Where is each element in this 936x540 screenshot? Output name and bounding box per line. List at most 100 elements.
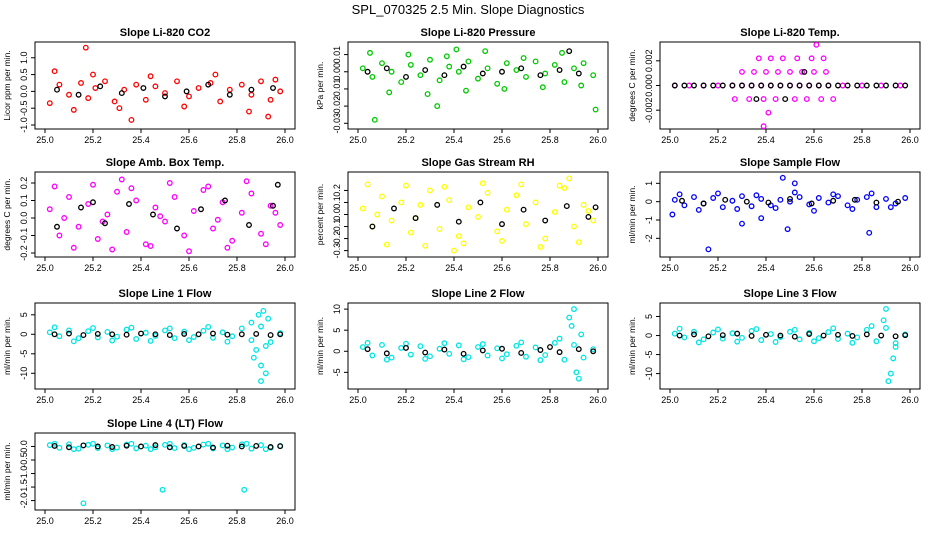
data-point xyxy=(159,486,166,493)
data-point xyxy=(195,85,202,91)
data-point xyxy=(66,444,72,451)
data-point xyxy=(152,204,159,211)
data-point xyxy=(748,82,755,89)
data-point xyxy=(123,442,130,449)
data-point xyxy=(743,198,750,205)
data-point xyxy=(811,338,817,345)
data-point xyxy=(518,65,525,72)
data-point xyxy=(212,71,219,78)
y-tick-label: 0 xyxy=(644,333,654,338)
data-point xyxy=(729,82,736,89)
plot-frame xyxy=(659,171,921,258)
data-point xyxy=(210,330,216,337)
data-point xyxy=(520,206,527,213)
y-tick-label: 0 xyxy=(19,332,29,337)
data-point xyxy=(813,41,820,48)
data-point xyxy=(760,96,767,103)
data-point xyxy=(226,91,233,98)
data-point xyxy=(573,369,580,376)
plot-frame xyxy=(34,171,296,258)
data-point xyxy=(484,65,491,72)
data-point xyxy=(412,215,419,222)
data-point xyxy=(109,446,116,453)
x-tick-label: 25.2 xyxy=(709,395,727,405)
data-point xyxy=(681,202,688,209)
x-tick-label: 25.8 xyxy=(853,263,871,273)
data-point xyxy=(109,444,116,450)
y-tick-label: 0.00 xyxy=(332,63,342,81)
data-point xyxy=(863,82,870,89)
data-point xyxy=(710,82,717,89)
x-tick-label: 26.0 xyxy=(276,263,294,273)
x-tick-label: 25.4 xyxy=(757,263,775,273)
data-point xyxy=(78,80,84,86)
data-point xyxy=(422,242,429,249)
data-point xyxy=(123,331,130,338)
y-axis-label: ml/min per min. xyxy=(627,185,637,243)
data-point xyxy=(46,100,53,107)
data-point xyxy=(214,216,221,223)
data-point xyxy=(398,199,405,206)
data-point xyxy=(676,325,683,332)
data-point xyxy=(270,202,276,209)
data-point xyxy=(823,68,829,75)
data-point xyxy=(85,95,92,102)
data-point xyxy=(592,106,599,113)
data-point xyxy=(787,195,793,202)
y-tick-label: 1.0 xyxy=(19,52,29,65)
x-tick-label: 25.6 xyxy=(180,135,198,145)
data-point xyxy=(691,328,697,335)
x-tick-label: 25.0 xyxy=(349,135,367,145)
data-point xyxy=(868,190,875,197)
data-point xyxy=(460,240,467,247)
data-point xyxy=(902,82,909,89)
x-tick-label: 26.0 xyxy=(276,516,294,526)
x-tick-label: 25.4 xyxy=(757,395,775,405)
y-tick-label: -1.0 xyxy=(19,117,29,133)
data-point xyxy=(147,337,154,344)
data-point xyxy=(359,344,366,351)
data-point xyxy=(753,96,760,103)
data-point xyxy=(70,244,77,251)
data-point xyxy=(104,329,111,335)
data-point xyxy=(556,349,563,356)
y-tick-label: -0.03 xyxy=(332,113,342,134)
data-point xyxy=(152,83,159,90)
data-point xyxy=(133,445,140,452)
y-tick-label: 0.5 xyxy=(19,68,29,81)
data-point xyxy=(830,96,837,103)
data-point xyxy=(767,82,774,89)
data-point xyxy=(267,339,274,346)
y-axis-label: ml/min per min. xyxy=(315,317,325,375)
x-tick-label: 26.0 xyxy=(276,135,294,145)
data-point xyxy=(849,339,856,346)
data-point xyxy=(82,44,89,51)
data-point xyxy=(140,85,147,91)
x-tick-label: 25.2 xyxy=(84,135,102,145)
x-tick-label: 25.8 xyxy=(853,395,871,405)
data-point xyxy=(66,327,72,334)
data-point xyxy=(700,336,707,343)
data-point xyxy=(262,241,269,248)
data-point xyxy=(477,199,484,206)
data-point xyxy=(222,197,228,204)
data-point xyxy=(386,89,393,96)
data-point xyxy=(417,72,424,79)
series-all xyxy=(46,44,284,123)
data-point xyxy=(388,354,395,361)
data-point xyxy=(369,223,376,230)
data-point xyxy=(518,339,525,346)
data-point xyxy=(791,189,798,196)
data-point xyxy=(758,82,765,89)
x-tick-label: 26.0 xyxy=(901,135,919,145)
data-point xyxy=(758,337,765,344)
data-point xyxy=(722,196,729,203)
y-tick-label: 0.0 xyxy=(332,208,342,221)
data-point xyxy=(739,82,745,89)
data-point xyxy=(575,70,582,77)
data-point xyxy=(66,441,72,448)
x-tick-label: 25.2 xyxy=(397,135,415,145)
data-point xyxy=(755,55,762,62)
data-point xyxy=(217,98,224,105)
data-point xyxy=(551,339,558,346)
